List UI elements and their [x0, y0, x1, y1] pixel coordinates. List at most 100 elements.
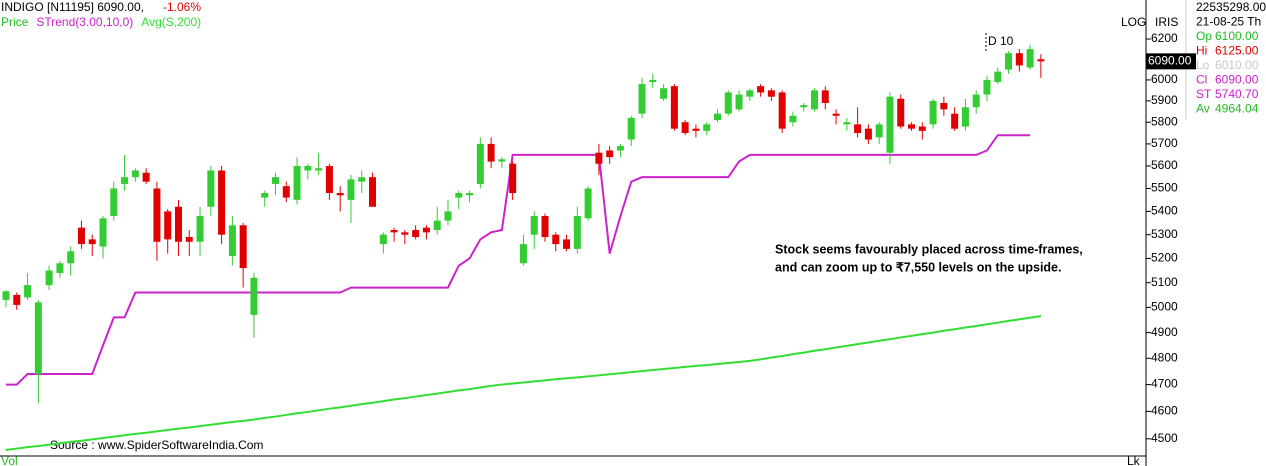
series-line — [5, 315, 1042, 451]
annotation: and can zoom up to ₹7,550 levels on the … — [775, 260, 1062, 274]
candle-body — [67, 251, 75, 264]
candle-body — [821, 90, 829, 104]
y-tick-label: 6200 — [1151, 31, 1178, 45]
y-tick-label: 5700 — [1151, 136, 1178, 150]
candle-body — [573, 215, 581, 249]
candle-body — [315, 168, 323, 171]
y-tick-label: 5100 — [1151, 275, 1178, 289]
y-tick-label: 5000 — [1151, 300, 1178, 314]
candle-body — [2, 291, 10, 300]
info-label: Av — [1196, 102, 1210, 116]
candle-body — [563, 239, 571, 249]
candle-body — [24, 285, 32, 298]
last-price-label: 6090.00 — [1148, 54, 1192, 68]
candle-body — [56, 263, 64, 273]
event-label: D 10 — [988, 34, 1014, 48]
candle-body — [606, 150, 614, 158]
candle-body — [358, 177, 366, 182]
candle-body — [99, 218, 107, 247]
candle-body — [897, 98, 905, 127]
candle-body — [670, 86, 678, 129]
y-tick-label: 4700 — [1151, 377, 1178, 391]
candle-body — [1015, 53, 1023, 66]
candle-body — [153, 188, 161, 242]
info-value: 4964.04 — [1215, 102, 1259, 116]
y-tick-label: 5500 — [1151, 181, 1178, 195]
candle-body — [1005, 53, 1013, 70]
candle-body — [228, 225, 236, 257]
candle-body — [509, 163, 517, 194]
info-label: Cl — [1196, 73, 1207, 87]
candle-body — [778, 92, 786, 129]
candle-body — [455, 193, 463, 198]
y-tick-label: 4800 — [1151, 350, 1178, 364]
candle-body — [325, 165, 333, 194]
candle-body — [164, 211, 172, 240]
y-tick-label: 4900 — [1151, 325, 1178, 339]
candle-body — [811, 90, 818, 110]
candle-body — [767, 90, 775, 97]
candle-body — [293, 165, 301, 200]
candle-body — [218, 170, 226, 235]
candle-body — [261, 193, 269, 198]
legend-entry: Avg(S,200) — [141, 15, 201, 29]
candle-body — [1026, 49, 1034, 68]
candle-body — [541, 215, 549, 238]
candle-body — [832, 113, 840, 116]
panel-title: IRIS — [1155, 15, 1178, 29]
y-tick-label: 5200 — [1151, 251, 1178, 265]
y-tick-label: 6000 — [1151, 72, 1178, 86]
candle-body — [918, 126, 926, 131]
candle-body — [250, 277, 258, 315]
y-tick-label: 4500 — [1151, 431, 1178, 445]
candle-body — [854, 124, 862, 134]
candle-body — [972, 94, 980, 108]
candle-body — [1037, 59, 1045, 62]
annotation: Stock seems favourably placed across tim… — [775, 242, 1083, 256]
candle-body — [13, 294, 21, 305]
candle-body — [519, 244, 527, 264]
candle-body — [185, 237, 193, 242]
candle-body — [713, 113, 721, 121]
y-tick-label: 5400 — [1151, 204, 1178, 218]
candle-body — [983, 79, 991, 95]
info-text: 22535298.00 — [1196, 0, 1266, 14]
candle-body — [282, 186, 290, 198]
y-tick-label: 5600 — [1151, 158, 1178, 172]
candle-body — [681, 122, 689, 134]
last-price-box — [1146, 53, 1196, 70]
info-value: 6100.00 — [1215, 29, 1259, 43]
legend-entry: Price — [1, 15, 29, 29]
candle-body — [886, 96, 894, 153]
info-value: 6010.00 — [1215, 58, 1259, 72]
candle-body — [272, 177, 279, 184]
candle-body — [390, 229, 398, 233]
candle-body — [336, 193, 344, 196]
info-value: 5740.70 — [1215, 87, 1259, 101]
candle-body — [908, 124, 916, 129]
candle-body — [433, 220, 441, 230]
info-label: Op — [1196, 29, 1212, 43]
candle-body — [951, 113, 959, 129]
info-label: ST — [1196, 87, 1212, 101]
candle-body — [616, 146, 624, 151]
candle-body — [207, 170, 215, 207]
candle-body — [724, 92, 732, 114]
scale-label: LOG — [1121, 15, 1146, 29]
candle-body — [552, 234, 560, 245]
candle-body — [174, 206, 182, 242]
candle-body — [757, 86, 765, 93]
info-label: Hi — [1196, 44, 1207, 58]
y-tick-label: 5900 — [1151, 93, 1178, 107]
candle-body — [994, 71, 1002, 83]
candle-body — [638, 84, 646, 114]
candle-body — [88, 239, 96, 245]
candle-body — [530, 215, 538, 235]
link: Lk — [1127, 454, 1141, 466]
candle-body — [77, 227, 85, 245]
candle-body — [584, 188, 592, 219]
change: -1.06% — [163, 0, 201, 14]
candle-body — [131, 170, 139, 178]
candle-body — [45, 270, 53, 286]
